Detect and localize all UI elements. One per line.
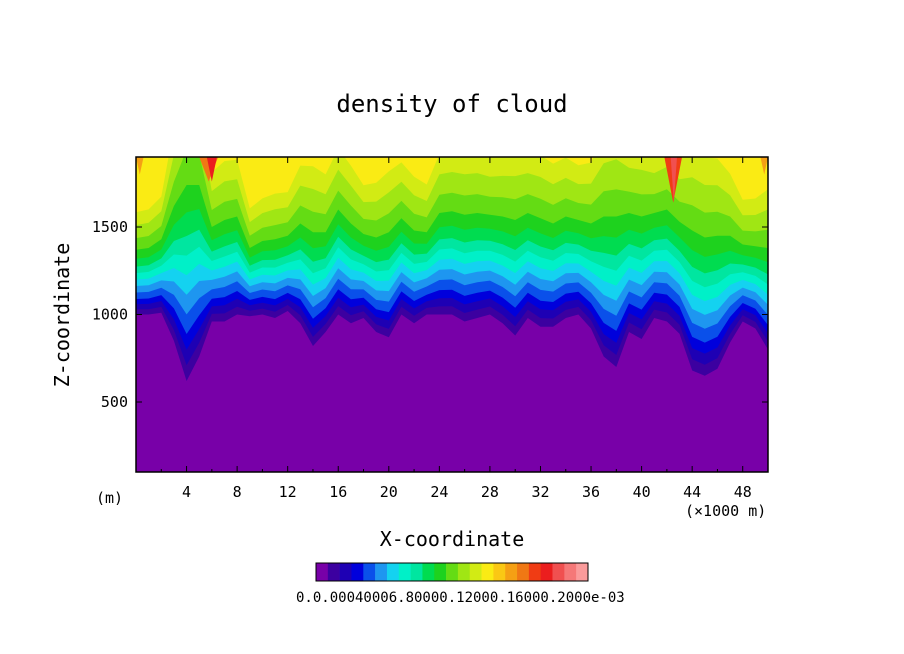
hot-spot [760, 157, 768, 175]
colorbar [315, 562, 589, 582]
colorbar-swatch [327, 563, 340, 581]
colorbar-swatch [552, 563, 565, 581]
x-tick-label: 40 [633, 483, 651, 501]
y-tick-label: 500 [101, 393, 128, 411]
colorbar-swatch [469, 563, 482, 581]
heatmap-plot-area [136, 157, 768, 472]
colorbar-swatch [339, 563, 352, 581]
y-axis-ticks: 500 1000 1500 [92, 218, 768, 411]
colorbar-frame [315, 562, 589, 582]
hot-spot [206, 157, 217, 182]
x-unit-right: (×1000 m) [685, 502, 766, 520]
x-tick-label: 4 [182, 483, 191, 501]
y-tick-label: 1500 [92, 218, 128, 236]
hot-spot [670, 157, 677, 203]
colorbar-swatch [446, 563, 459, 581]
colorbar-swatch [375, 563, 388, 581]
colorbar-swatch [576, 563, 589, 581]
x-tick-label: 24 [430, 483, 448, 501]
colorbar-swatch [517, 563, 530, 581]
hot-spot [136, 157, 144, 175]
x-tick-label: 20 [380, 483, 398, 501]
x-tick-label: 44 [683, 483, 701, 501]
x-tick-label: 8 [233, 483, 242, 501]
colorbar-swatch [398, 563, 411, 581]
x-tick-label: 16 [329, 483, 347, 501]
x-tick-label: 28 [481, 483, 499, 501]
colorbar-swatch [457, 563, 471, 581]
colorbar-swatch [564, 563, 577, 581]
x-tick-label: 12 [279, 483, 297, 501]
colorbar-swatch [481, 563, 494, 581]
x-unit-left: (m) [96, 489, 123, 507]
colorbar-swatch [351, 563, 364, 581]
colorbar-tick-labels: 0.0.00040006.80000.12000.16000.2000e-03 [296, 590, 625, 606]
colorbar-swatch [434, 563, 447, 581]
colorbar-swatch [528, 563, 541, 581]
chart-title: density of cloud [336, 90, 567, 118]
colorbar-swatch [505, 563, 518, 581]
colorbar-swatch [386, 563, 400, 581]
colorbar-swatch [422, 563, 435, 581]
level-14-region [136, 157, 768, 213]
colorbar-swatch [493, 563, 506, 581]
x-axis-ticks: 4 8 12 16 20 24 28 32 36 40 44 48 [160, 157, 752, 501]
y-axis-label: Z-coordinate [50, 243, 74, 388]
x-tick-label: 48 [734, 483, 752, 501]
y-tick-label: 1000 [92, 306, 128, 324]
colorbar-swatch [363, 563, 376, 581]
colorbar-swatch [410, 563, 423, 581]
x-axis-label: X-coordinate [380, 527, 525, 551]
colorbar-swatch [316, 563, 329, 581]
x-tick-label: 36 [582, 483, 600, 501]
x-tick-label: 32 [531, 483, 549, 501]
colorbar-swatch [540, 563, 553, 581]
